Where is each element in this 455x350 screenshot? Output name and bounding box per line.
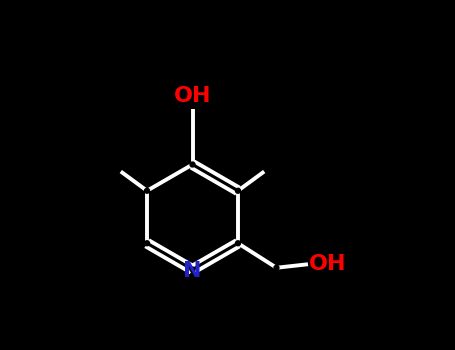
Circle shape	[145, 241, 150, 246]
Circle shape	[236, 241, 240, 246]
Circle shape	[236, 188, 240, 193]
Circle shape	[274, 265, 279, 270]
Text: N: N	[183, 261, 202, 281]
Circle shape	[145, 188, 150, 193]
Circle shape	[190, 162, 195, 167]
Circle shape	[190, 267, 195, 272]
Text: OH: OH	[174, 86, 211, 106]
Text: OH: OH	[308, 254, 346, 274]
